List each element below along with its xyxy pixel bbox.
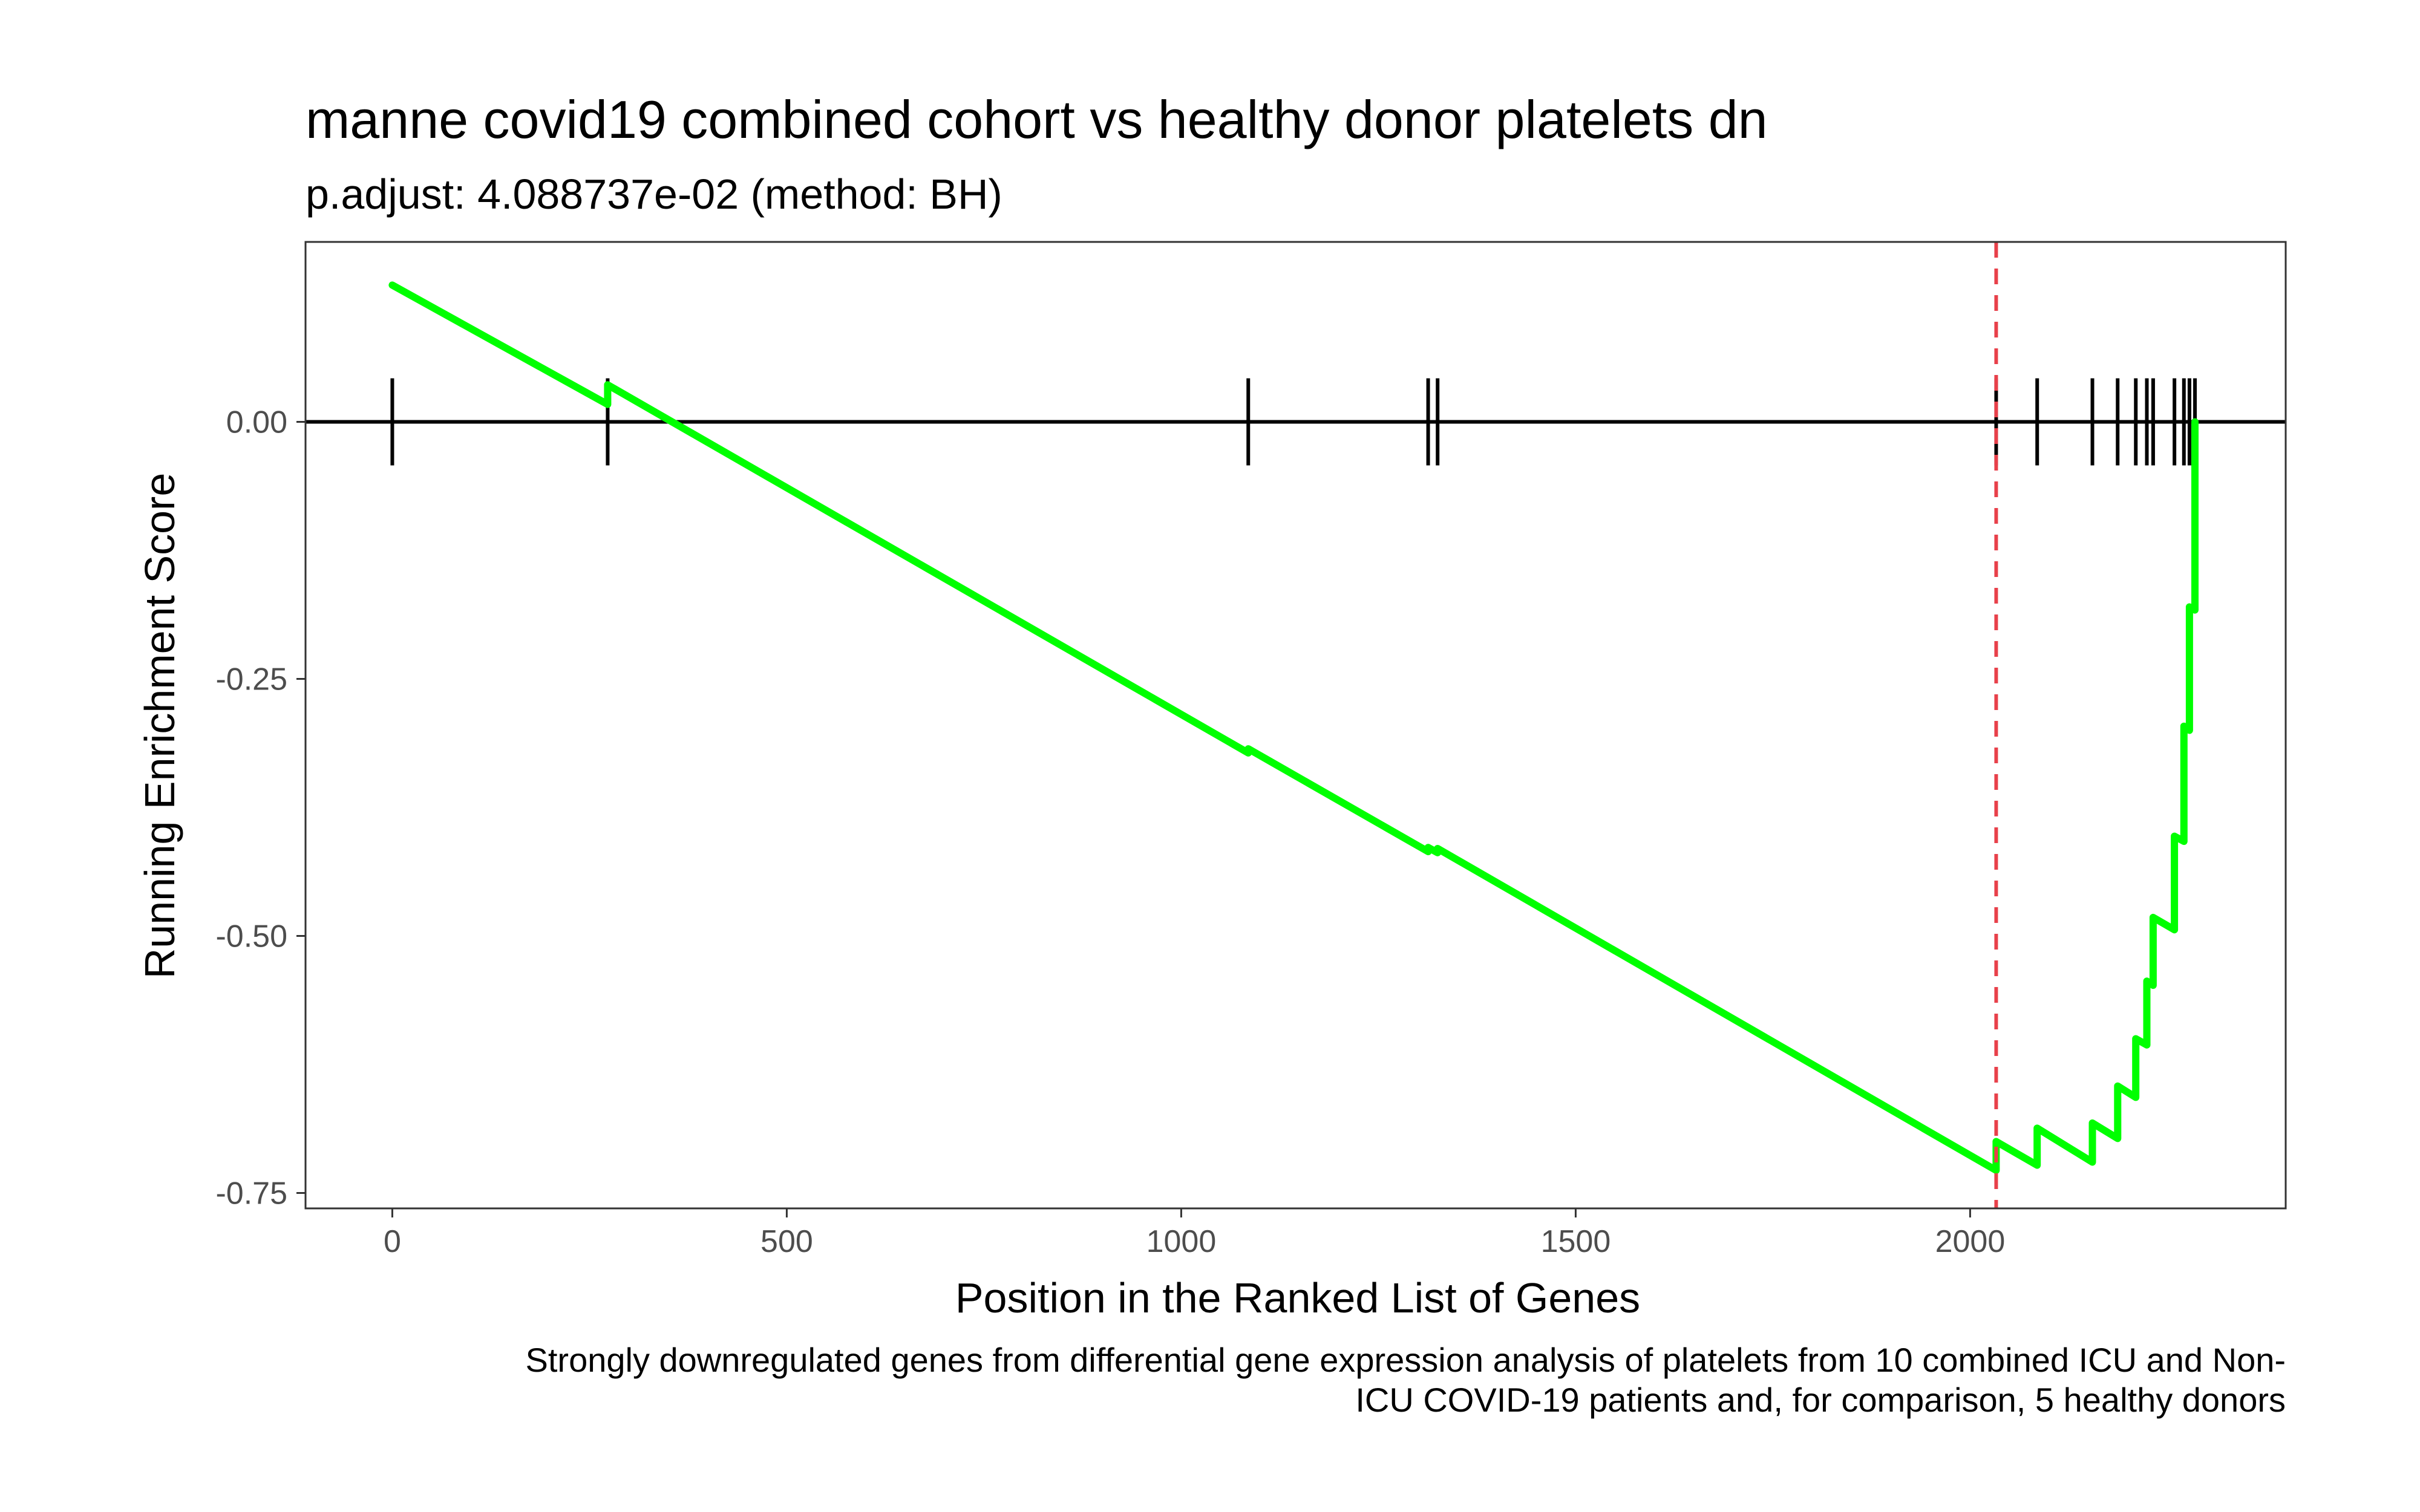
y-tick-label: -0.25 [215, 662, 287, 697]
x-tick-label: 500 [760, 1224, 813, 1259]
panel-border [304, 241, 2287, 1210]
chart-title: manne covid19 combined cohort vs healthy… [306, 90, 1768, 149]
x-tick-label: 0 [384, 1224, 401, 1259]
x-tick-label: 2000 [1935, 1224, 2006, 1259]
running-score-line [388, 281, 2199, 1175]
y-tick-label: -0.50 [215, 919, 287, 954]
y-tick-label: -0.75 [215, 1176, 287, 1211]
y-axis-title: Running Enrichment Score [136, 473, 183, 979]
y-tick-label: 0.00 [226, 405, 287, 440]
x-axis-title: Position in the Ranked List of Genes [955, 1274, 1640, 1321]
caption-line-2: ICU COVID-19 patients and, for compariso… [1355, 1381, 2286, 1419]
x-tick-label: 1000 [1146, 1224, 1217, 1259]
x-tick-label: 1500 [1541, 1224, 1611, 1259]
chart-subtitle: p.adjust: 4.088737e-02 (method: BH) [306, 171, 1002, 218]
plot-panel: 0 500 1000 1500 2000 0.00 -0.25 -0.50 -0.75 [215, 241, 2287, 1259]
caption-line-1: Strongly downregulated genes from differ… [526, 1341, 2286, 1379]
